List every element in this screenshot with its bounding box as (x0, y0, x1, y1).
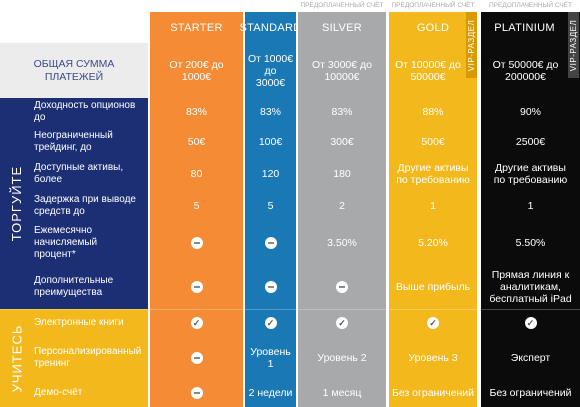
check-icon: ✓ (190, 317, 203, 329)
check-icon: ✓ (264, 317, 277, 329)
plan-column-gold: GOLD От 10000€ до 50000€ 88% 500€ Другие… (389, 12, 477, 407)
cell-gold-trading: 500€ (421, 135, 445, 148)
minus-icon (336, 280, 348, 293)
cell-platinium-training: Эксперт (510, 351, 551, 364)
label-column-learn (0, 309, 148, 407)
minus-icon (190, 236, 203, 249)
vip-label-platinium: VIP-РАЗДЕЛ (569, 19, 579, 71)
row-label-withdrawal-delay: Задержка при выводе средств до (34, 193, 136, 217)
minus-icon (264, 236, 277, 249)
cell-standard-yield: 83% (259, 106, 281, 118)
cell-gold-yield: 88% (422, 106, 444, 118)
section-trade-label: ТОРГУЙТЕ (9, 165, 24, 242)
cell-platinium-yield: 90% (519, 106, 541, 118)
minus-icon (264, 280, 277, 293)
row-label-available-assets: Доступные активы, более (34, 161, 124, 185)
plan-range-gold: От 10000€ до 50000€ (395, 58, 461, 83)
cell-platinium-ebooks: ✓ (481, 309, 580, 337)
plan-range-silver: От 3000€ до 10000€ (312, 58, 372, 83)
minus-icon (190, 386, 203, 399)
cell-platinium-benefits: Прямая линия к аналитикам, бесплатный iP… (489, 268, 572, 305)
cell-standard-benefits (245, 264, 296, 309)
cell-standard-assets: 120 (261, 167, 280, 180)
check-icon: ✓ (427, 317, 439, 329)
cell-standard-trading: 100€ (258, 135, 283, 148)
header-left-box (0, 43, 148, 98)
cell-silver-demo: 1 месяц (322, 386, 362, 399)
row-label-unlimited-trading: Неограниченный трейдинг, до (34, 129, 113, 153)
cell-standard-delay: 5 (267, 199, 274, 212)
cell-standard-demo: 2 недели (248, 386, 293, 399)
total-payments-label: ОБЩАЯ СУММА ПЛАТЕЖЕЙ (33, 57, 115, 83)
cell-gold-interest: 5.20% (418, 236, 448, 249)
section-learn-label: УЧИТЕСЬ (9, 324, 24, 392)
cell-gold-demo: Без ограничений (391, 386, 475, 399)
standard-col: STANDARD От 1000€ до 3000€ 83% 100€ 120 … (239, 12, 302, 407)
row-label-demo-account: Демо-счёт (34, 386, 83, 398)
row-label-extra-benefits: Дополнительные преимущества (34, 274, 114, 298)
minus-icon (190, 351, 203, 364)
cell-gold-benefits: Выше прибыль (395, 280, 471, 293)
row-label-personal-training: Персонализированный тренинг (34, 345, 142, 369)
cell-gold-assets: Другие активы по требованию (396, 161, 470, 186)
row-label-ebooks: Электронные книги (34, 317, 124, 328)
plan-range-standard: От 1000€ до 3000€ (247, 52, 294, 89)
cell-starter-demo (150, 378, 243, 407)
cell-platinium-interest: 5.50% (515, 236, 546, 249)
cell-starter-delay: 5 (193, 199, 200, 212)
plan-name-platinium: PLATINIUM (494, 21, 555, 34)
plan-column-silver: SILVER От 3000€ до 10000€ 83% 300€ 180 2… (298, 12, 386, 407)
cell-platinium-delay: 1 (527, 199, 534, 212)
prepaid-caption-platinium: ПРЕДОПЛАЧЕННЫЙ СЧЁТ (489, 2, 572, 9)
plan-column-starter: STARTER От 200€ до 1000€ 83% 50€ 80 5 ✓ (150, 12, 243, 407)
plan-column-platinium: PLATINIUM От 50000€ до 200000€ 90% 2500€… (481, 12, 580, 407)
cell-silver-yield: 83% (331, 106, 353, 118)
check-icon: ✓ (336, 317, 348, 329)
cell-silver-assets: 180 (333, 167, 351, 180)
plan-name-standard: STANDARD (239, 21, 302, 34)
cell-silver-ebooks: ✓ (298, 309, 386, 337)
label-column-trade (0, 98, 148, 309)
cell-starter-training (150, 337, 243, 378)
cell-platinium-assets: Другие активы по требованию (493, 161, 568, 186)
cell-silver-interest: 3.50% (327, 236, 357, 249)
plan-name-gold: GOLD (416, 21, 450, 34)
cell-gold-ebooks: ✓ (389, 309, 477, 337)
cell-silver-delay: 2 (339, 199, 345, 212)
plan-name-starter: STARTER (170, 21, 223, 34)
row-label-option-yield: Доходность опционов до (34, 100, 136, 123)
section-trade-band: ТОРГУЙТЕ (0, 98, 33, 309)
cell-silver-benefits (298, 264, 386, 309)
cell-starter-yield: 83% (185, 106, 207, 118)
plan-range-starter: От 200€ до 1000€ (169, 58, 224, 83)
plan-range-platinium: От 50000€ до 200000€ (492, 58, 559, 83)
cell-platinium-demo: Без ограничений (489, 386, 572, 399)
cell-standard-training: Уровень 1 (250, 345, 291, 370)
section-divider (0, 309, 580, 310)
cell-starter-assets: 80 (190, 167, 203, 180)
vip-label-gold: VIP-РАЗДЕЛ (467, 19, 477, 71)
minus-icon (190, 280, 203, 293)
row-label-monthly-interest: Ежемесячно начисляемый процент* (34, 224, 98, 260)
cell-silver-training: Уровень 2 (317, 351, 367, 364)
check-icon: ✓ (524, 317, 537, 329)
cell-platinium-trading: 2500€ (515, 135, 546, 148)
plan-name-silver: SILVER (321, 21, 363, 34)
cell-silver-trading: 300€ (330, 135, 354, 148)
cell-standard-ebooks: ✓ (245, 309, 296, 337)
cell-starter-ebooks: ✓ (150, 309, 243, 337)
vip-badge-gold: VIP-РАЗДЕЛ (466, 12, 477, 78)
prepaid-caption-silver: ПРЕДОПЛАЧЕННЫЙ СЧЁТ (300, 2, 384, 9)
cell-starter-interest (150, 221, 243, 264)
prepaid-caption-gold: ПРЕДОПЛАЧЕННЫЙ СЧЁТ (391, 2, 475, 9)
section-learn-band: УЧИТЕСЬ (0, 309, 33, 407)
cell-starter-benefits (150, 264, 243, 309)
cell-standard-interest (245, 221, 296, 264)
cell-starter-trading: 50€ (187, 135, 206, 148)
cell-gold-delay: 1 (430, 199, 436, 212)
cell-gold-training: Уровень 3 (408, 351, 458, 364)
vip-badge-platinium: VIP-РАЗДЕЛ (568, 12, 579, 78)
